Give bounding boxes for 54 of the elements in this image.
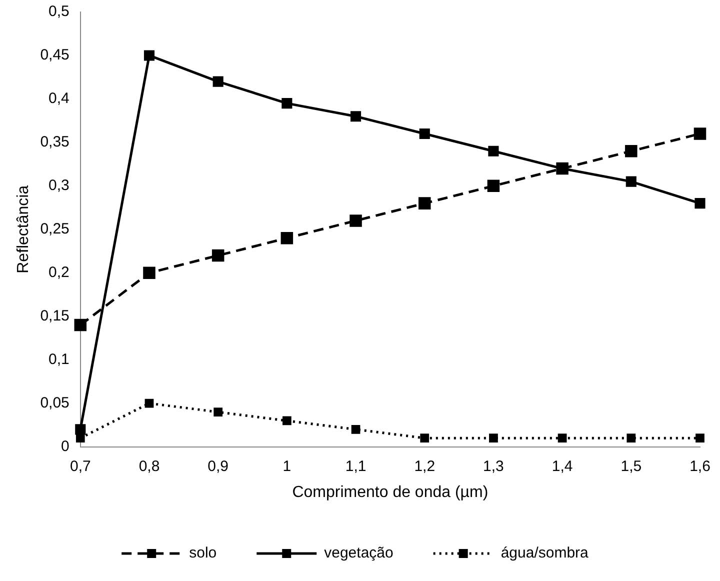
point [212, 249, 224, 262]
x-tick-label: 1 [282, 458, 292, 475]
legend-label: vegetação [324, 544, 394, 562]
point [75, 424, 86, 435]
y-tick-label: 0,2 [48, 264, 70, 282]
point [626, 176, 636, 187]
y-tick-label: 0,15 [40, 308, 70, 324]
point [487, 180, 500, 192]
point [418, 197, 431, 210]
point [420, 434, 430, 443]
y-tick-label: 0,05 [40, 394, 70, 412]
point [212, 76, 224, 87]
y-tick-label: 0,4 [48, 90, 70, 108]
point [351, 424, 360, 434]
point [489, 434, 498, 443]
point [74, 318, 87, 332]
point [694, 128, 706, 140]
y-tick-label: 0 [61, 438, 70, 455]
x-tick-label: 1,4 [552, 458, 573, 475]
x-tick-label: 1,6 [690, 458, 710, 475]
point [350, 111, 362, 122]
point [626, 434, 636, 443]
point [282, 416, 292, 426]
point [350, 214, 362, 227]
point [282, 98, 292, 109]
point [144, 50, 155, 61]
point [214, 408, 223, 416]
y-tick-label: 0,35 [40, 134, 70, 151]
legend-label: água/sombra [500, 544, 590, 562]
x-axis-title: Comprimento de onda (µm) [292, 484, 488, 501]
y-tick-label: 0,3 [48, 177, 70, 194]
legend-label: solo [189, 544, 217, 562]
point [696, 434, 704, 443]
point [143, 266, 156, 280]
x-tick-label: 1,5 [620, 458, 642, 475]
point [488, 146, 499, 156]
point [625, 145, 638, 158]
x-tick-label: 0,8 [138, 458, 160, 475]
x-tick-label: 1,3 [483, 458, 504, 475]
y-tick-label: 0,25 [40, 220, 70, 238]
x-tick-label: 0,9 [208, 458, 229, 475]
point [144, 398, 154, 408]
x-tick-label: 1,1 [345, 458, 366, 475]
y-tick-label: 0,45 [40, 46, 70, 64]
point [694, 198, 706, 209]
y-tick-label: 0,1 [48, 350, 70, 368]
point [558, 434, 567, 443]
y-axis-title: Reflectância [15, 185, 32, 274]
x-tick-label: 1,2 [414, 458, 436, 475]
x-tick-label: 0,7 [70, 458, 91, 475]
point [76, 434, 85, 443]
point [280, 232, 294, 244]
y-tick-label: 0,5 [48, 3, 70, 20]
point [419, 128, 430, 140]
